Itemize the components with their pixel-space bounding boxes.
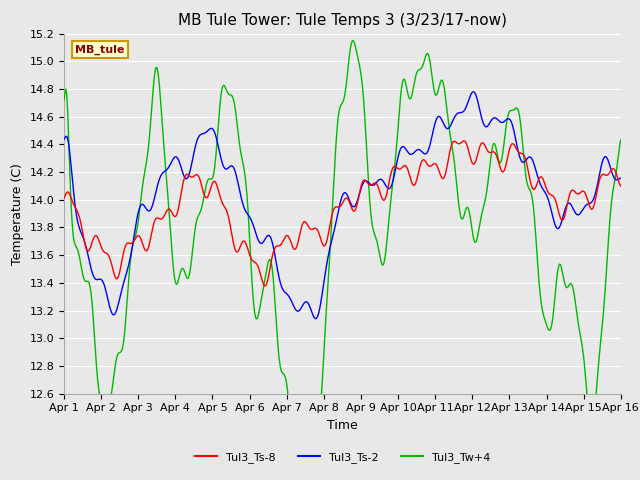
X-axis label: Time: Time bbox=[327, 419, 358, 432]
Legend: Tul3_Ts-8, Tul3_Ts-2, Tul3_Tw+4: Tul3_Ts-8, Tul3_Ts-2, Tul3_Tw+4 bbox=[190, 447, 495, 467]
Title: MB Tule Tower: Tule Temps 3 (3/23/17-now): MB Tule Tower: Tule Temps 3 (3/23/17-now… bbox=[178, 13, 507, 28]
Text: MB_tule: MB_tule bbox=[75, 44, 125, 55]
Y-axis label: Temperature (C): Temperature (C) bbox=[11, 163, 24, 264]
